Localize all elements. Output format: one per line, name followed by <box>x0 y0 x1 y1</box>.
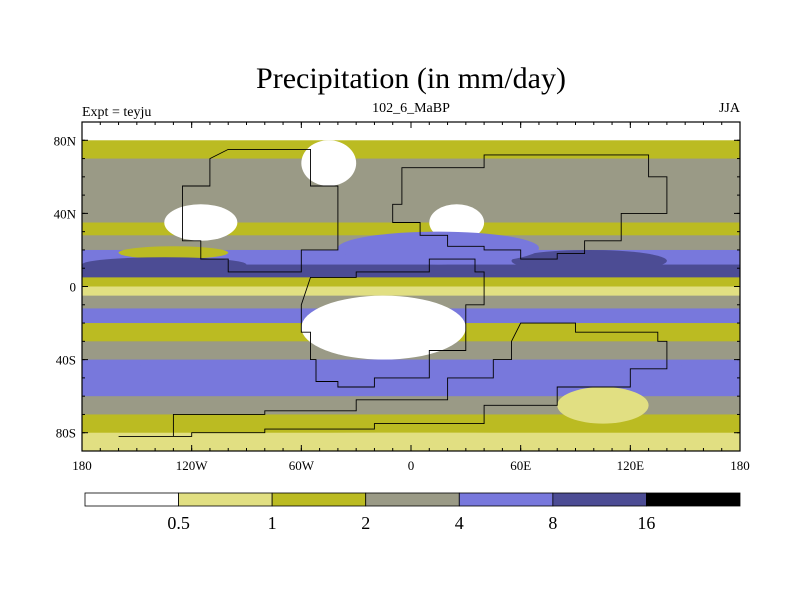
x-tick-label: 0 <box>408 458 415 473</box>
x-tick-label: 180 <box>72 458 92 473</box>
y-tick-label: 40N <box>54 206 77 221</box>
colorbar-swatch <box>552 492 647 507</box>
precip-band <box>82 209 740 224</box>
eurasian-dry-patch <box>429 204 485 241</box>
colorbar-swatch <box>178 492 273 507</box>
y-tick-label: 40S <box>56 353 76 368</box>
colorbar-swatch <box>271 492 367 507</box>
north-pacific-wet-band <box>82 257 247 272</box>
colorbar-label: 4 <box>455 513 464 533</box>
colorbar-swatch <box>458 492 554 507</box>
experiment-label: Expt = teyju <box>82 105 151 120</box>
x-tick-label: 60W <box>289 458 315 473</box>
north-american-dry-zone <box>164 204 238 241</box>
x-tick-label: 180 <box>730 458 750 473</box>
age-label: 102_6_MaBP <box>372 101 450 116</box>
north-american-wet-band <box>118 246 229 260</box>
season-label: JJA <box>719 101 741 116</box>
colorbar-label: 16 <box>637 513 655 533</box>
axis-ticks: 180 120W 60W 0 60E 120E 180 80N 40N 0 40S 80S <box>54 121 750 473</box>
colorbar-swatch <box>365 492 460 507</box>
arctic-dry-patch <box>301 140 357 186</box>
colorbar-label: 1 <box>268 513 277 533</box>
colorbar-label: 2 <box>361 513 370 533</box>
australian-dry-patch <box>557 387 649 424</box>
precip-band <box>82 277 740 288</box>
tethys-moist-belt <box>337 231 539 265</box>
polar-dry-cap <box>82 432 740 451</box>
coastline-gondwana-south-america-africa <box>300 258 485 388</box>
chart-title: Precipitation (in mm/day) <box>256 62 566 95</box>
precip-band <box>82 122 740 141</box>
y-tick-label: 0 <box>70 280 77 295</box>
coastline-gondwana-east <box>118 322 668 437</box>
x-tick-label: 120W <box>176 458 209 473</box>
atlantic-dry-region <box>301 295 466 360</box>
precip-band <box>82 176 740 196</box>
colorbar: 0.5 1 2 4 8 16 <box>84 492 741 533</box>
precip-band <box>82 222 740 236</box>
coastline-laurasia-east <box>392 154 668 260</box>
coastlines <box>118 148 668 437</box>
x-tick-label: 120E <box>617 458 645 473</box>
precip-band <box>82 286 740 297</box>
y-tick-label: 80N <box>54 133 77 148</box>
precip-band <box>82 140 740 160</box>
asian-monsoon-core <box>511 249 667 272</box>
y-tick-label: 80S <box>56 426 76 441</box>
southern-wet-band <box>82 359 740 388</box>
colorbar-swatch <box>646 492 741 507</box>
x-tick-label: 60E <box>510 458 531 473</box>
precipitation-field <box>82 122 740 451</box>
colorbar-label: 8 <box>548 513 557 533</box>
coastline-laurasia-west <box>182 148 339 273</box>
colorbar-swatch <box>84 492 179 507</box>
colorbar-label: 0.5 <box>167 513 190 533</box>
precip-band <box>82 195 740 211</box>
